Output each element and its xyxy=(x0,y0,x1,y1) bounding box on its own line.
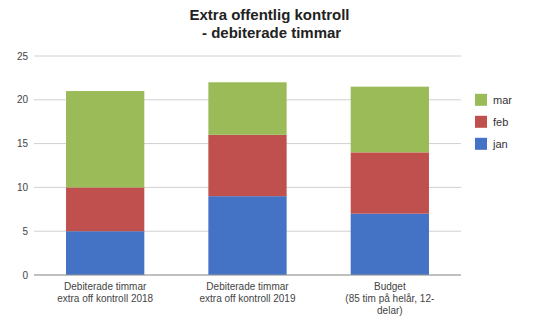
x-tick-label: Budget(85 tim på helår, 12-delar) xyxy=(345,281,434,316)
bar-segment xyxy=(351,87,429,153)
bar-segment xyxy=(66,187,144,231)
grid-line xyxy=(34,275,461,276)
bar-segment xyxy=(208,196,286,275)
x-axis-line xyxy=(34,275,461,276)
y-tick-label: 25 xyxy=(17,51,29,62)
legend-swatch xyxy=(475,94,487,106)
legend: mar feb jan xyxy=(475,94,512,150)
legend-swatch xyxy=(475,116,487,128)
y-tick-label: 0 xyxy=(22,270,28,281)
y-tick-label: 5 xyxy=(22,226,28,237)
x-tick-label: Debiterade timmarextra off kontroll 2019 xyxy=(200,281,296,304)
legend-label: feb xyxy=(493,116,508,128)
legend-swatch xyxy=(475,138,487,150)
grid-line xyxy=(34,56,461,57)
bar-segment xyxy=(208,135,286,196)
y-tick-label: 20 xyxy=(17,94,29,105)
x-tick-label: Debiterade timmarextra off kontroll 2018 xyxy=(57,281,153,304)
grid xyxy=(34,56,461,275)
legend-label: mar xyxy=(493,94,512,106)
y-tick-label: 15 xyxy=(17,138,29,149)
legend-label: jan xyxy=(492,138,508,150)
bars xyxy=(66,82,429,275)
title: Extra offentlig kontroll - debiterade ti… xyxy=(189,6,349,41)
bar-segment xyxy=(66,91,144,187)
bar-segment xyxy=(208,82,286,135)
y-tick-label: 10 xyxy=(17,182,29,193)
bar-segment xyxy=(66,231,144,275)
chart: Extra offentlig kontroll - debiterade ti… xyxy=(0,0,539,327)
bar-segment xyxy=(351,214,429,275)
bar-segment xyxy=(351,152,429,213)
